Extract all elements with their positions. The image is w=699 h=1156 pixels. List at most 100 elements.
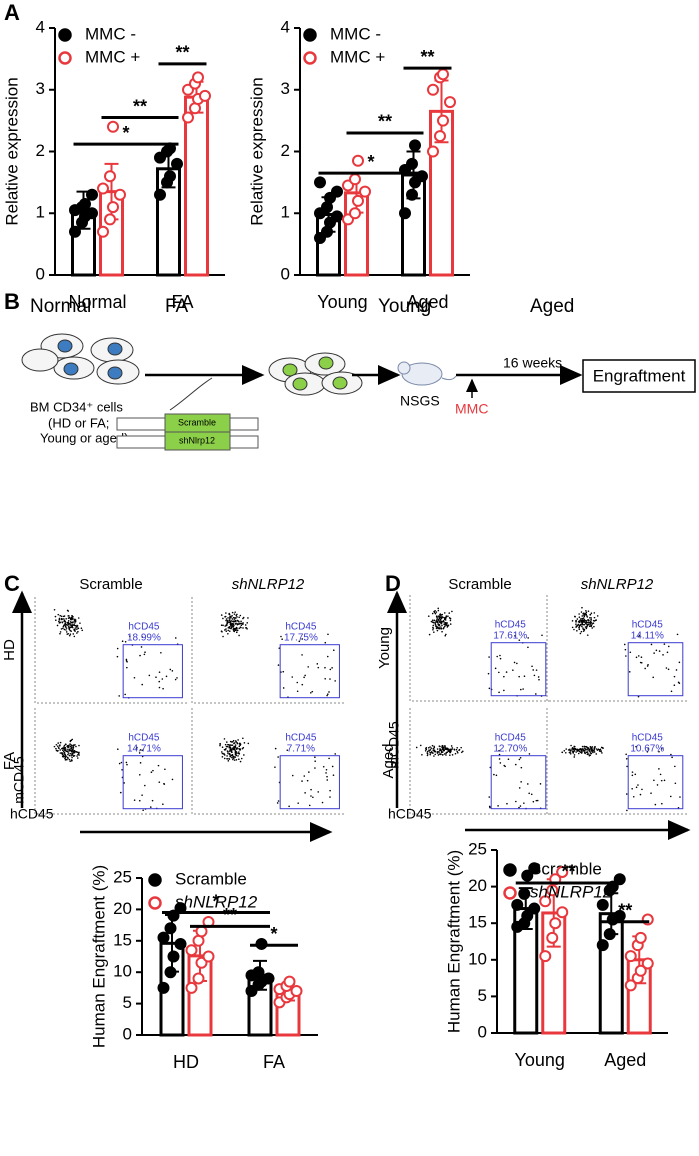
flow-event	[317, 666, 320, 669]
flow-event	[229, 754, 231, 756]
flow-event	[124, 693, 126, 696]
flow-event	[439, 618, 442, 621]
construct-label: Scramble	[178, 417, 216, 427]
flow-event	[439, 615, 442, 617]
data-point	[511, 898, 524, 911]
flow-event	[445, 752, 447, 754]
flow-event	[228, 752, 231, 755]
flow-event	[573, 747, 575, 750]
flow-event	[520, 781, 522, 783]
flow-event	[301, 638, 304, 640]
flow-event	[226, 620, 229, 622]
data-point	[546, 931, 559, 944]
flow-event	[443, 753, 446, 755]
flow-event	[637, 784, 639, 786]
flow-event	[679, 796, 681, 798]
flow-event	[456, 746, 459, 749]
flow-event	[72, 754, 74, 757]
flow-event	[57, 742, 59, 744]
flow-event	[438, 751, 440, 753]
row-label: Young	[376, 627, 393, 669]
y-tick-label: 5	[123, 993, 132, 1012]
flow-event	[583, 751, 586, 754]
flow-event	[231, 744, 234, 746]
flow-event	[488, 796, 491, 798]
flow-event	[72, 616, 74, 618]
flow-event	[583, 612, 585, 614]
gate	[627, 755, 684, 810]
flow-event	[149, 806, 152, 808]
y-tick-label: 0	[281, 264, 290, 283]
flow-event	[667, 645, 670, 648]
flow-event	[239, 626, 242, 629]
flow-event	[59, 752, 62, 754]
gate-label: hCD45	[128, 621, 160, 632]
gate	[490, 642, 547, 697]
panel-label: D	[385, 571, 401, 596]
flow-event	[437, 607, 440, 610]
flow-event	[451, 747, 454, 749]
flow-event	[601, 746, 604, 749]
flow-event	[575, 621, 577, 623]
flow-event	[72, 746, 75, 749]
flow-event	[450, 745, 453, 747]
flow-event	[232, 748, 235, 750]
data-point	[427, 83, 439, 96]
y-tick-label: 1	[281, 203, 290, 222]
x-tick-label: Young	[515, 1050, 565, 1070]
flow-event	[231, 624, 234, 627]
cells-green	[268, 352, 363, 396]
flow-event	[584, 621, 586, 624]
flow-event	[644, 667, 646, 670]
y-axis-label: mCD45	[11, 756, 27, 804]
flow-event	[66, 621, 68, 624]
data-point	[192, 972, 205, 985]
flow-event	[120, 761, 123, 764]
flow-event	[578, 748, 580, 751]
flow-event	[434, 622, 437, 625]
data-point	[97, 182, 109, 195]
cells-note: (HD or FA;	[48, 415, 109, 430]
data-point	[624, 950, 637, 963]
flow-event	[460, 751, 463, 754]
flow-event	[238, 627, 241, 630]
flow-event	[444, 625, 446, 628]
flow-event	[449, 751, 452, 754]
flow-event	[229, 615, 231, 617]
flow-event	[625, 655, 627, 657]
flow-event	[656, 784, 659, 786]
flow-event	[541, 634, 543, 637]
significance-label: **	[133, 96, 147, 116]
flow-event	[116, 655, 119, 658]
flow-event	[663, 779, 666, 782]
flow-event	[443, 623, 446, 626]
flow-event	[233, 624, 235, 627]
gate-value: 14.11%	[631, 630, 664, 641]
flow-event	[425, 746, 428, 749]
flow-event	[59, 614, 62, 617]
flow-event	[449, 749, 452, 751]
flow-event	[506, 802, 508, 805]
plot-frame	[409, 708, 550, 815]
flow-event	[242, 627, 244, 629]
flow-event	[233, 748, 236, 751]
flow-event	[219, 742, 221, 745]
row-label: FA	[1, 752, 18, 770]
flow-event	[68, 627, 70, 630]
flow-event	[595, 753, 598, 755]
flow-event	[576, 750, 579, 752]
flow-event	[591, 746, 594, 748]
data-point	[556, 865, 569, 878]
flow-event	[237, 739, 239, 741]
flow-event	[430, 747, 433, 749]
flow-event	[588, 625, 591, 628]
x-axis-label: hCD45	[10, 806, 54, 822]
flow-event	[239, 614, 242, 617]
flow-event	[67, 753, 69, 756]
flow-event	[234, 620, 236, 623]
flow-event	[518, 787, 521, 789]
flow-event	[308, 804, 311, 807]
flow-event	[53, 745, 56, 748]
y-tick-label: 0	[123, 1024, 132, 1043]
